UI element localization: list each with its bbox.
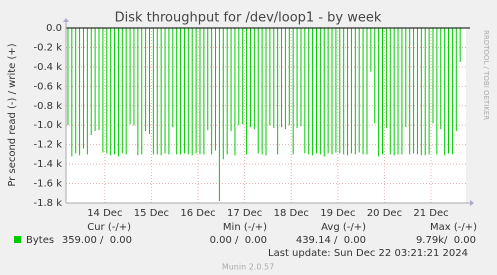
y-tick-label: -1.4 k [34, 159, 63, 170]
legend-header: Avg (-/+) [321, 222, 366, 233]
y-tick-label: -1.6 k [34, 179, 63, 190]
y-tick-label: -1.0 k [34, 120, 63, 131]
axis-arrow [470, 200, 474, 206]
chart-title: Disk throughput for /dev/loop1 - by week [115, 11, 382, 26]
legend-value: 359.00 / 0.00 [62, 235, 132, 246]
legend-value: 9.79k/ 0.00 [416, 235, 476, 246]
x-tick-label: 19 Dec [320, 208, 355, 219]
x-tick-label: 16 Dec [180, 208, 215, 219]
y-tick-label: -0.2 k [34, 42, 63, 53]
y-tick-label: 0.0 [46, 23, 62, 34]
legend-value: 0.00 / 0.00 [210, 235, 267, 246]
legend-label: Bytes [26, 235, 54, 246]
last-update: Last update: Sun Dec 22 03:21:21 2024 [268, 248, 468, 259]
y-axis-label: Pr second read (-) / write (+) [7, 43, 18, 186]
y-tick-label: -1.2 k [34, 140, 63, 151]
legend-header: Max (-/+) [430, 222, 477, 233]
x-tick-label: 20 Dec [367, 208, 402, 219]
side-text: RRDTOOL / TOBI OETIKER [482, 30, 490, 120]
legend-header: Cur (-/+) [87, 222, 131, 233]
x-tick-label: 21 Dec [413, 208, 448, 219]
y-tick-label: -0.8 k [34, 101, 63, 112]
y-tick-label: -0.4 k [34, 62, 63, 73]
y-tick-label: -1.8 k [34, 198, 63, 209]
footer: Munin 2.0.57 [222, 263, 274, 272]
legend-header: Min (-/+) [223, 222, 267, 233]
legend-swatch [14, 236, 21, 243]
x-tick-label: 18 Dec [274, 208, 309, 219]
axis-arrow [63, 18, 69, 22]
x-tick-label: 15 Dec [134, 208, 169, 219]
legend-value: 439.14 / 0.00 [296, 235, 366, 246]
y-tick-label: -0.6 k [34, 81, 63, 92]
x-tick-label: 17 Dec [227, 208, 262, 219]
x-tick-label: 14 Dec [87, 208, 122, 219]
